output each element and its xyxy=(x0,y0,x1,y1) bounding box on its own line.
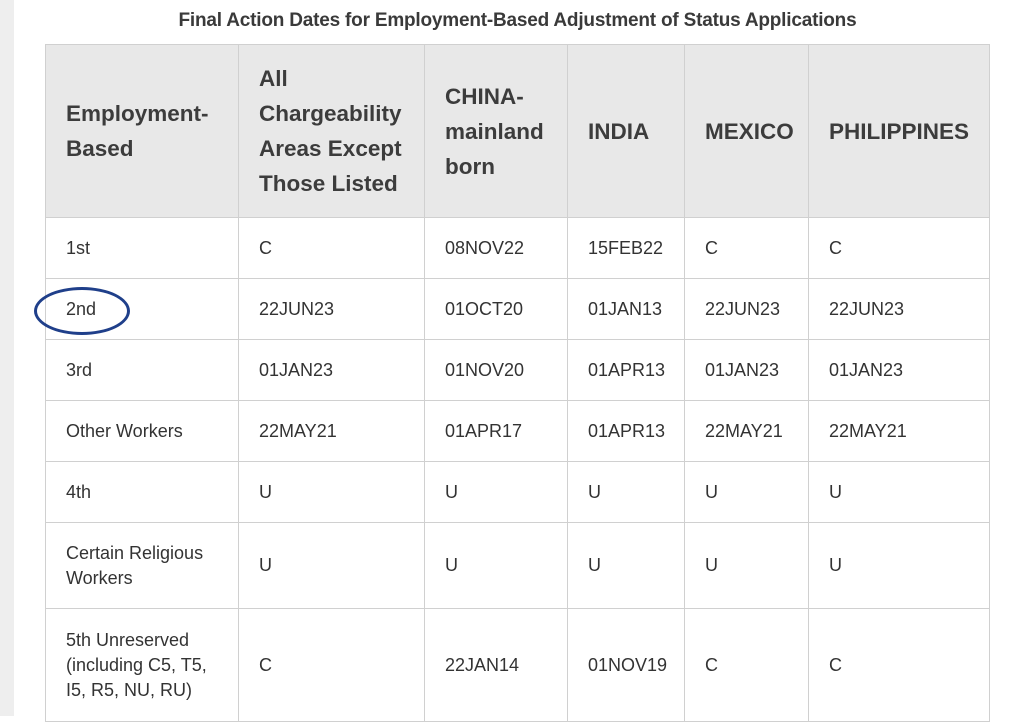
row-category: 2nd xyxy=(45,278,239,340)
final-action-dates-table: Employment-Based All Chargeability Areas… xyxy=(45,44,990,722)
table-row: 1st C 08NOV22 15FEB22 C C xyxy=(45,217,990,279)
cell-china: 01NOV20 xyxy=(424,339,568,401)
cell-all-chargeability: U xyxy=(238,522,425,609)
cell-mexico: U xyxy=(684,461,809,523)
cell-mexico: U xyxy=(684,522,809,609)
cell-mexico: C xyxy=(684,217,809,279)
cell-mexico: C xyxy=(684,608,809,722)
table-row: Other Workers 22MAY21 01APR17 01APR13 22… xyxy=(45,400,990,462)
cell-mexico: 01JAN23 xyxy=(684,339,809,401)
table-header-row: Employment-Based All Chargeability Areas… xyxy=(45,44,990,218)
cell-philippines: U xyxy=(808,522,990,609)
row-category: Other Workers xyxy=(45,400,239,462)
row-category: Certain Religious Workers xyxy=(45,522,239,609)
page-left-margin xyxy=(0,0,14,716)
table-caption: Final Action Dates for Employment-Based … xyxy=(178,10,857,31)
header-employment-based: Employment-Based xyxy=(45,44,239,218)
cell-all-chargeability: C xyxy=(238,217,425,279)
table-row: 4th U U U U U xyxy=(45,461,990,523)
cell-india: 01APR13 xyxy=(567,339,685,401)
table-row: 5th Unreserved (including C5, T5, I5, R5… xyxy=(45,608,990,722)
row-category: 5th Unreserved (including C5, T5, I5, R5… xyxy=(45,608,239,722)
cell-all-chargeability: 22MAY21 xyxy=(238,400,425,462)
cell-china: 01APR17 xyxy=(424,400,568,462)
header-mexico: MEXICO xyxy=(684,44,809,218)
header-all-chargeability: All Chargeability Areas Except Those Lis… xyxy=(238,44,425,218)
cell-philippines: 22MAY21 xyxy=(808,400,990,462)
cell-china: 01OCT20 xyxy=(424,278,568,340)
cell-china: 08NOV22 xyxy=(424,217,568,279)
cell-india: U xyxy=(567,461,685,523)
cell-philippines: 01JAN23 xyxy=(808,339,990,401)
cell-india: U xyxy=(567,522,685,609)
cell-philippines: U xyxy=(808,461,990,523)
cell-mexico: 22MAY21 xyxy=(684,400,809,462)
row-category: 1st xyxy=(45,217,239,279)
cell-mexico: 22JUN23 xyxy=(684,278,809,340)
header-china: CHINA-mainland born xyxy=(424,44,568,218)
cell-philippines: C xyxy=(808,608,990,722)
table-row: 2nd 22JUN23 01OCT20 01JAN13 22JUN23 22JU… xyxy=(45,278,990,340)
cell-all-chargeability: C xyxy=(238,608,425,722)
table-row: Certain Religious Workers U U U U U xyxy=(45,522,990,609)
header-india: INDIA xyxy=(567,44,685,218)
row-category: 3rd xyxy=(45,339,239,401)
cell-china: U xyxy=(424,461,568,523)
cell-china: U xyxy=(424,522,568,609)
cell-india: 01NOV19 xyxy=(567,608,685,722)
cell-china: 22JAN14 xyxy=(424,608,568,722)
row-category: 4th xyxy=(45,461,239,523)
cell-india: 15FEB22 xyxy=(567,217,685,279)
cell-all-chargeability: U xyxy=(238,461,425,523)
header-philippines: PHILIPPINES xyxy=(808,44,990,218)
cell-india: 01JAN13 xyxy=(567,278,685,340)
cell-india: 01APR13 xyxy=(567,400,685,462)
table-row: 3rd 01JAN23 01NOV20 01APR13 01JAN23 01JA… xyxy=(45,339,990,401)
cell-philippines: C xyxy=(808,217,990,279)
cell-all-chargeability: 01JAN23 xyxy=(238,339,425,401)
cell-all-chargeability: 22JUN23 xyxy=(238,278,425,340)
cell-philippines: 22JUN23 xyxy=(808,278,990,340)
